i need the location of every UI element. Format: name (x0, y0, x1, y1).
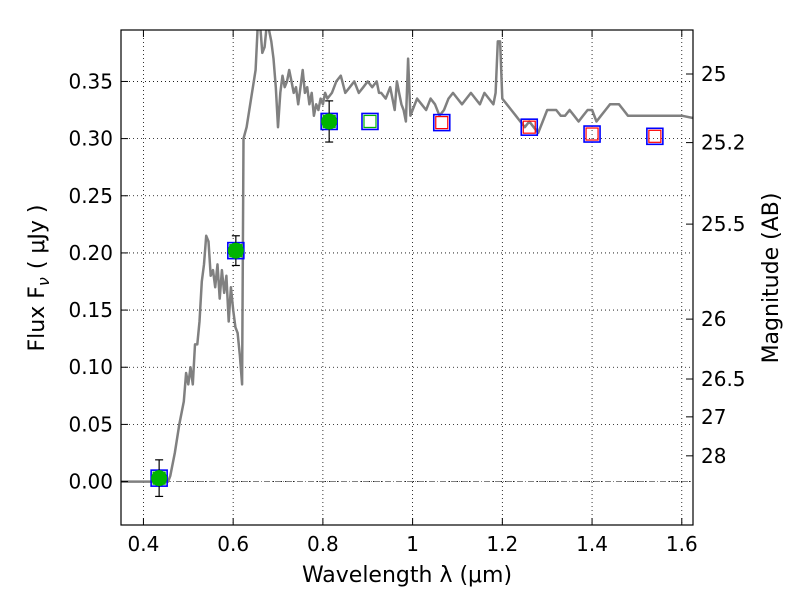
y-tick-label: 0.15 (68, 298, 113, 322)
y2-tick-label: 25.2 (701, 131, 746, 155)
observed-flux-point (227, 242, 244, 259)
x-tick-label: 1.2 (486, 532, 518, 556)
y-axis-label-unit: ( μJy ) (25, 205, 50, 270)
y2-tick-label: 25.5 (701, 212, 746, 236)
upper-limit-marker (435, 115, 449, 130)
y-tick-label: 0.25 (68, 184, 113, 208)
x-tick-label: 0.4 (128, 532, 160, 556)
y-axis-label-group: Flux Fν ( μJy ) (25, 205, 53, 352)
y2-tick-label: 28 (701, 444, 726, 468)
photometry-points (150, 100, 664, 498)
model-photometry-marker (432, 113, 451, 132)
x-axis-label: Wavelength λ (μm) (302, 563, 512, 588)
y-tick-label: 0.00 (68, 470, 113, 494)
x-tick-label: 0.8 (307, 532, 339, 556)
x-tick-label: 1.4 (576, 532, 608, 556)
x-tick-label: 1.6 (666, 532, 698, 556)
y2-tick-label: 27 (701, 405, 726, 429)
y-axis-label-main: Flux F (25, 286, 50, 351)
model-spectrum-line (121, 30, 693, 483)
y2-axis-label-group: Magnitude (AB) (759, 193, 784, 364)
plot-frame (120, 29, 694, 526)
upper-limit-marker (522, 120, 536, 134)
upper-limit-marker (648, 129, 662, 143)
model-photometry-marker (646, 127, 664, 146)
y-tick-label: 0.20 (68, 241, 113, 265)
y-tick-label: 0.35 (68, 69, 113, 93)
y-tick-label: 0.30 (68, 127, 113, 151)
upper-limit-marker (363, 114, 377, 129)
observed-flux-point (321, 113, 338, 130)
model-spectrum (121, 30, 693, 483)
model-photometry-marker (520, 118, 539, 136)
model-photometry-marker (583, 125, 601, 143)
observed-flux-point (151, 470, 168, 487)
y-axis-label: Flux Fν ( μJy ) (25, 205, 53, 352)
model-photometry-marker (361, 112, 379, 131)
x-tick-label: 0.6 (217, 532, 249, 556)
y-tick-label: 0.10 (68, 355, 113, 379)
y2-tick-label: 25 (701, 62, 726, 86)
y2-tick-label: 26.5 (701, 367, 746, 391)
x-axis-ticks: 0.4 0.6 0.8 1 1.2 1.4 1.6 (128, 30, 698, 556)
y2-axis-ticks: 25 25.2 25.5 26 26.5 27 28 (686, 62, 746, 468)
y2-axis-label: Magnitude (AB) (759, 193, 784, 364)
x-tick-label: 1 (406, 532, 419, 556)
y-axis-ticks: 0.00 0.05 0.10 0.15 0.20 0.25 0.30 0.35 (68, 69, 128, 494)
upper-limit-marker (585, 127, 599, 141)
y-tick-label: 0.05 (68, 412, 113, 436)
y-axis-label-sub: ν (34, 277, 53, 286)
y2-tick-label: 26 (701, 307, 726, 331)
